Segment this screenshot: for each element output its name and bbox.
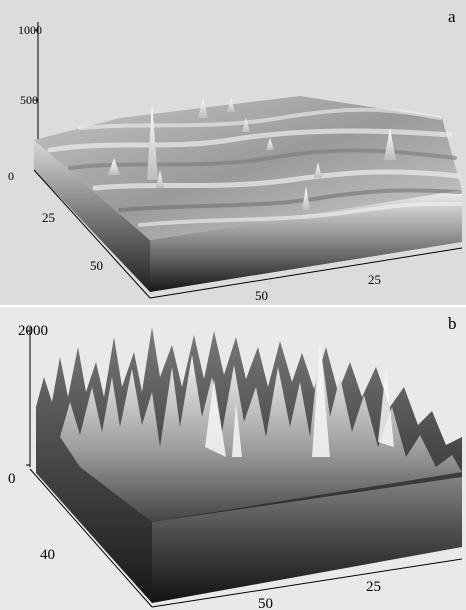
panel-letter: b bbox=[448, 314, 457, 333]
surface-front-wall bbox=[152, 469, 462, 603]
left-floor-axis bbox=[29, 468, 153, 608]
left-axis-tick-label: 40 bbox=[40, 547, 55, 563]
right-axis-tick-label: 50 bbox=[255, 288, 268, 303]
surface-plot-a: a 1000 500 0 25 50 50 25 bbox=[8, 7, 463, 303]
z-tick-label: 2000 bbox=[18, 323, 48, 339]
surface-spikes-front bbox=[60, 343, 462, 522]
left-axis-tick-label: 25 bbox=[42, 210, 55, 225]
panel-letter: a bbox=[448, 7, 456, 26]
left-floor-axis bbox=[33, 169, 151, 299]
surface-side-wall bbox=[34, 140, 150, 292]
z-tick-label: 0 bbox=[8, 169, 14, 183]
right-axis-tick-label: 25 bbox=[368, 272, 381, 287]
right-floor-axis bbox=[151, 558, 463, 608]
surface-highlights bbox=[205, 345, 394, 457]
panel-a: a 1000 500 0 25 50 50 25 bbox=[0, 0, 466, 305]
surface-plot-b: b 2000 0 40 50 25 bbox=[8, 314, 463, 610]
surface-front-wall bbox=[150, 190, 462, 292]
panel-divider bbox=[0, 305, 466, 307]
z-tick-label: 0 bbox=[8, 471, 16, 487]
surface-peaks bbox=[108, 98, 396, 210]
left-axis-tick-label: 50 bbox=[90, 258, 103, 273]
surface-side-wall bbox=[36, 407, 152, 603]
right-axis-tick-label: 50 bbox=[258, 596, 273, 610]
right-axis-tick-label: 25 bbox=[366, 579, 381, 595]
z-tick-label: 1000 bbox=[18, 23, 42, 37]
surface-texture bbox=[47, 107, 462, 227]
right-floor-axis bbox=[149, 247, 463, 299]
z-tick-label: 500 bbox=[20, 93, 38, 107]
panel-b: b 2000 0 40 50 25 bbox=[0, 307, 466, 610]
